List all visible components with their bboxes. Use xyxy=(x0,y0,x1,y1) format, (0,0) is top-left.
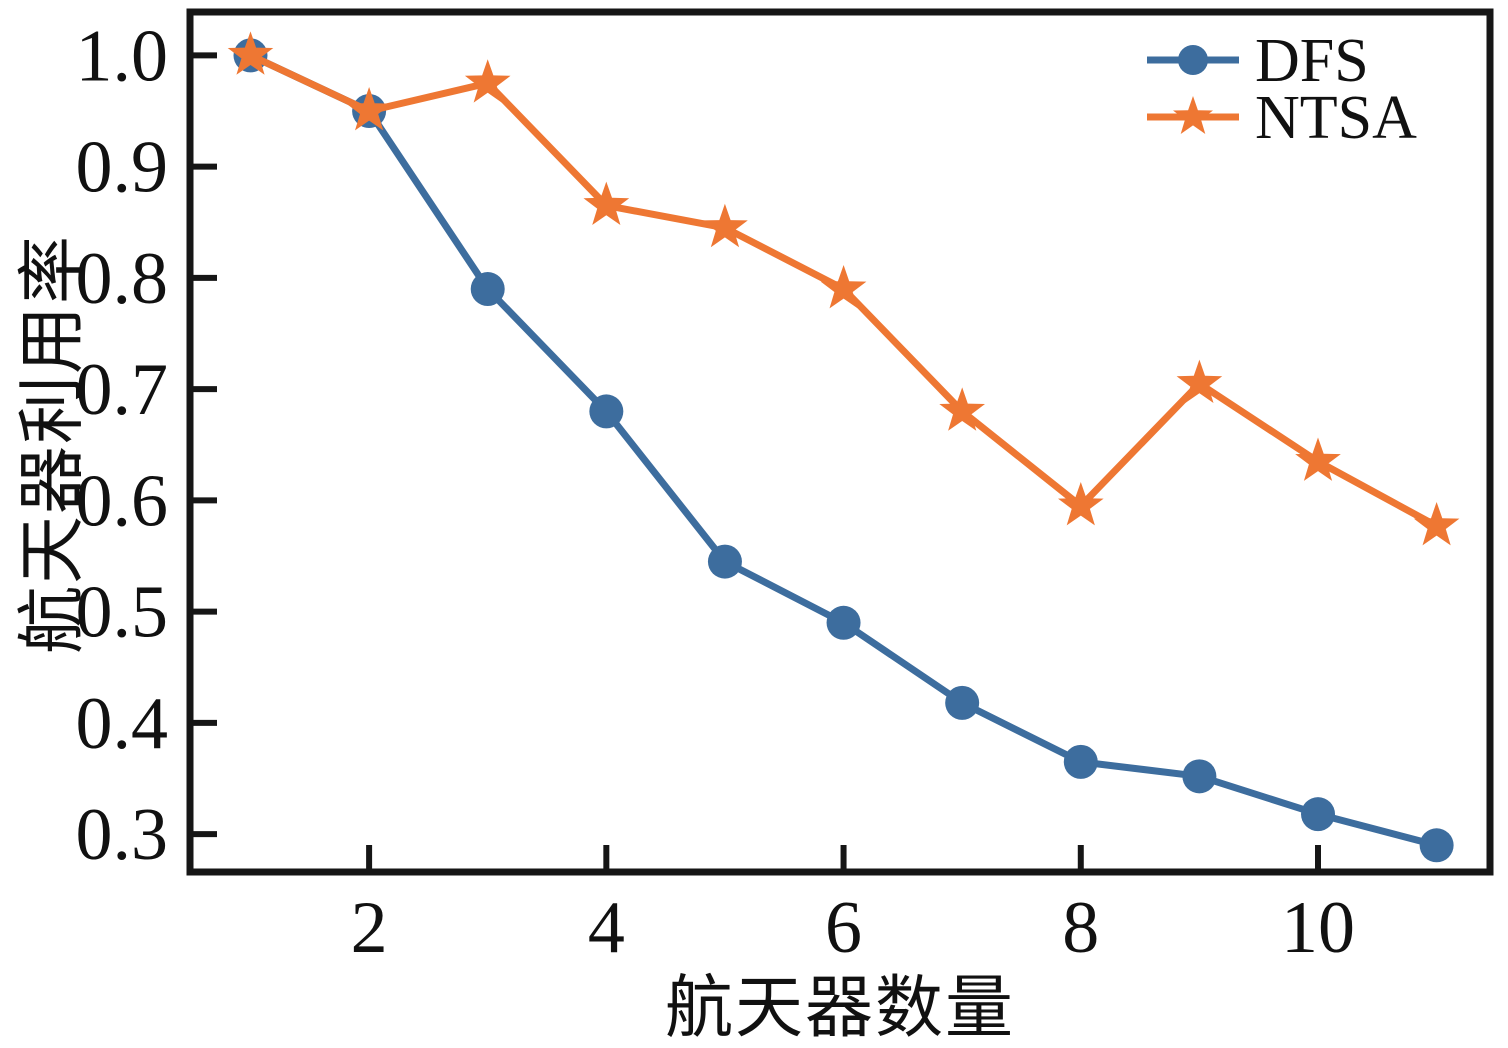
y-tick-label: 0.5 xyxy=(76,572,169,654)
y-tick-label: 0.4 xyxy=(76,683,169,765)
x-tick-label: 4 xyxy=(588,887,625,969)
y-tick-label: 0.7 xyxy=(76,349,169,431)
x-axis-label: 航天器数量 xyxy=(664,970,1015,1046)
star-marker-ntsa xyxy=(583,181,630,225)
star-marker-ntsa xyxy=(1295,437,1341,481)
x-tick-label: 10 xyxy=(1281,887,1355,969)
plot-border xyxy=(186,8,1494,876)
star-marker-ntsa xyxy=(820,265,867,309)
legend-item-ntsa: NTSA xyxy=(1143,83,1417,152)
legend-item-dfs: DFS xyxy=(1143,26,1417,95)
y-tick-label: 1.0 xyxy=(76,15,169,97)
star-marker-ntsa xyxy=(1058,482,1104,526)
star-marker-ntsa xyxy=(1413,502,1460,546)
series-line-dfs xyxy=(247,51,1441,849)
star-marker-ntsa xyxy=(346,87,392,131)
legend-label-ntsa: NTSA xyxy=(1255,83,1417,152)
circle-marker-dfs xyxy=(1301,797,1336,832)
circle-marker-dfs xyxy=(1419,828,1454,863)
circle-marker-dfs xyxy=(826,605,861,640)
legend-swatch-dfs xyxy=(1147,45,1239,75)
x-tick-label: 6 xyxy=(825,887,862,969)
circle-marker-dfs xyxy=(707,544,742,579)
circle-marker-dfs xyxy=(589,394,624,429)
y-axis-label: 航天器利用率 xyxy=(14,233,91,655)
star-marker-ntsa xyxy=(939,387,985,431)
y-tick-label: 0.6 xyxy=(76,460,169,542)
star-marker-ntsa xyxy=(464,59,511,103)
y-tick-label: 0.9 xyxy=(76,127,169,209)
circle-marker-dfs xyxy=(470,272,505,307)
legend-swatch-ntsa xyxy=(1147,96,1239,134)
x-tick-label: 8 xyxy=(1062,887,1099,969)
circle-marker-dfs xyxy=(1182,759,1217,794)
circle-marker-dfs xyxy=(1063,744,1098,779)
star-marker-ntsa xyxy=(227,31,274,75)
x-tick-label: 2 xyxy=(351,887,388,969)
legend-circle-marker-icon xyxy=(1178,45,1208,75)
legend-label-dfs: DFS xyxy=(1255,26,1369,95)
y-tick-label: 0.3 xyxy=(76,794,169,876)
star-marker-ntsa xyxy=(702,203,748,248)
circle-marker-dfs xyxy=(945,685,980,720)
legend-star-marker-icon xyxy=(1173,96,1213,134)
star-marker-ntsa xyxy=(1176,359,1223,403)
y-tick-label: 0.8 xyxy=(76,238,169,320)
legend: DFS NTSA xyxy=(1143,26,1417,152)
